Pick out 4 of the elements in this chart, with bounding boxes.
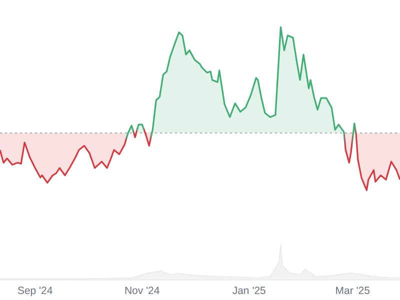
x-tick-label: Nov '24 <box>124 285 160 297</box>
x-tick-label: Mar '25 <box>335 285 370 297</box>
x-tick-label: Sep '24 <box>17 285 53 297</box>
x-tick-label: Jan '25 <box>232 285 266 297</box>
